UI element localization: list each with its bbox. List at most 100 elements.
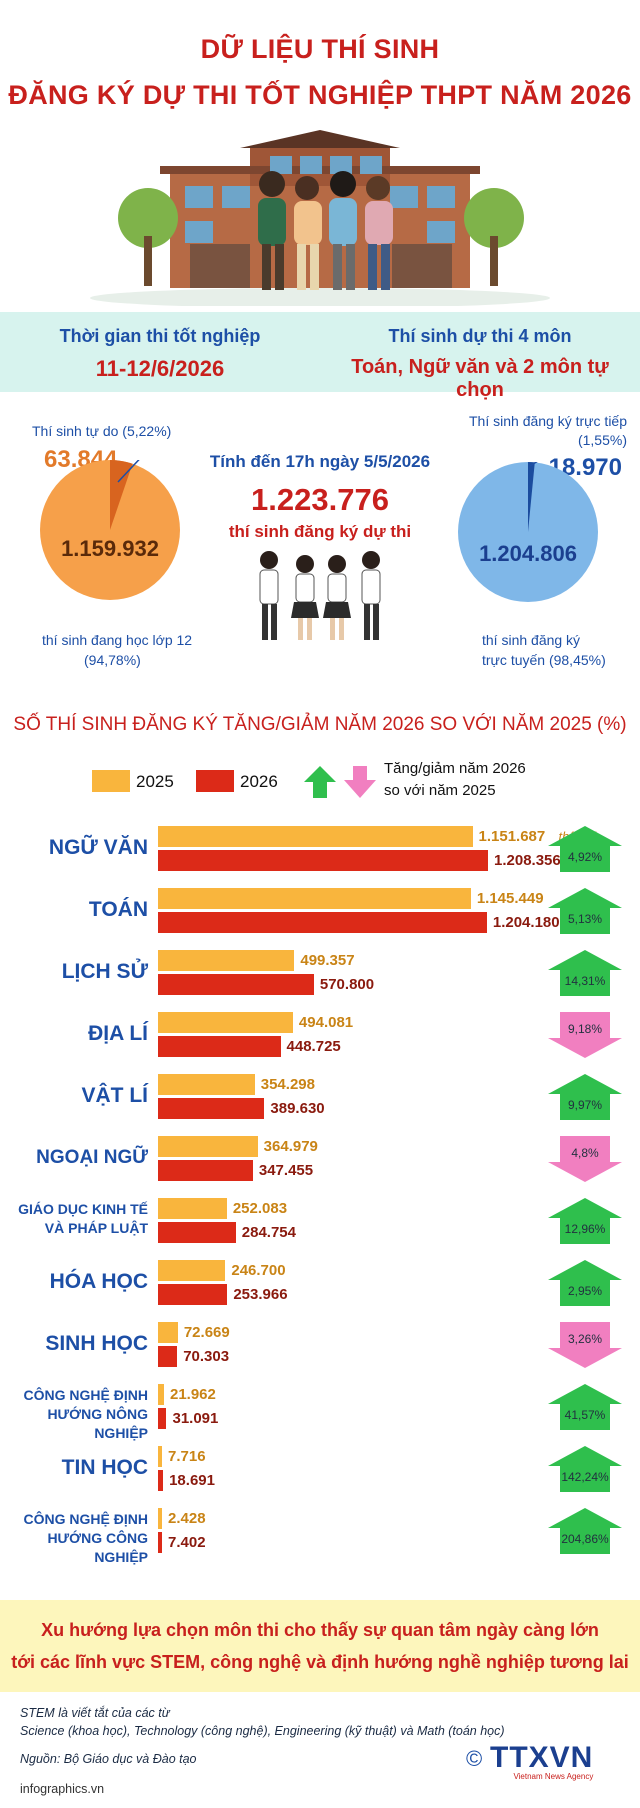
change-up-arrow-icon xyxy=(548,826,622,872)
bar-2026 xyxy=(158,912,487,933)
grade12-percent: (94,78%) xyxy=(84,652,141,668)
pie-right-slice-direct xyxy=(528,462,535,532)
legend-down-arrow-icon xyxy=(344,766,376,798)
total-candidates-label: thí sinh đăng ký dự thi xyxy=(228,522,412,541)
ttxvn-logo-subtitle: Vietnam News Agency xyxy=(513,1772,594,1781)
change-arrow-shape xyxy=(548,1384,622,1430)
value-label-2025: 354.298 xyxy=(260,1076,315,1093)
pie-chart-right xyxy=(458,462,598,602)
value-label-2026: 389.630 xyxy=(270,1100,325,1117)
ttxvn-logo-text: TTXVN xyxy=(490,1741,594,1774)
change-percent-label: 4,92% xyxy=(567,850,603,864)
subject-label-line: TOÁN xyxy=(88,898,148,921)
value-label-2025: 1.145.449 xyxy=(476,890,544,907)
change-percent-label: 3,26% xyxy=(567,1332,603,1346)
bar-2026 xyxy=(158,850,488,871)
subject-label: NGỮ VĂN xyxy=(6,836,148,860)
change-percent-label: 2,95% xyxy=(567,1284,603,1298)
subject-label-line: TIN HỌC xyxy=(61,1456,148,1479)
subject-label-line: HƯỚNG NÔNG NGHIỆP xyxy=(47,1406,148,1441)
bar-2026 xyxy=(158,1284,228,1305)
value-label-2026: 70.303 xyxy=(183,1348,230,1365)
source-note: Nguồn: Bộ Giáo dục và Đào tạo xyxy=(20,1752,197,1766)
bar-2025 xyxy=(158,1446,162,1467)
exam-subjects-label: Thí sinh dự thi 4 môn xyxy=(388,326,572,346)
change-percent-label: 12,96% xyxy=(564,1222,606,1236)
change-up-arrow-icon xyxy=(548,1074,622,1120)
change-percent-label: 14,31% xyxy=(564,974,606,988)
bar-2025 xyxy=(158,1260,226,1281)
legend-label-2026: 2026 xyxy=(240,772,278,791)
change-arrow-shape xyxy=(548,950,622,996)
value-label-2026: 31.091 xyxy=(172,1410,219,1427)
change-up-arrow-icon xyxy=(548,1260,622,1306)
bar-2025 xyxy=(158,1074,255,1095)
value-label-2026: 1.204.180 xyxy=(492,914,560,931)
bar-2026 xyxy=(158,1222,236,1243)
legend-change-line1: Tăng/giảm năm 2026 xyxy=(384,760,526,777)
bar-2025 xyxy=(158,1322,178,1343)
direct-registration-percent: (1,55%) xyxy=(577,432,627,448)
change-up-arrow-icon xyxy=(548,1508,622,1554)
online-registration-label: thí sinh đăng ký xyxy=(482,632,581,648)
value-label-2025: 364.979 xyxy=(263,1138,318,1155)
online-registration-percent: trực tuyến (98,45%) xyxy=(482,652,606,668)
subject-label: GIÁO DỤC KINH TẾ VÀ PHÁP LUẬT xyxy=(6,1200,148,1238)
legend-label-2025: 2025 xyxy=(136,772,174,791)
value-label-2025: 2.428 xyxy=(168,1510,206,1527)
subject-label-line: NGOẠI NGỮ xyxy=(36,1147,148,1168)
change-arrow-shape xyxy=(548,1074,622,1120)
online-registration-value: 1.204.806 xyxy=(479,541,577,566)
change-percent-label: 9,97% xyxy=(567,1098,603,1112)
value-label-2025: 494.081 xyxy=(298,1014,354,1031)
change-arrow-shape xyxy=(548,1322,622,1368)
value-label-2026: 7.402 xyxy=(168,1534,206,1551)
subject-label-line: CÔNG NGHỆ ĐỊNH xyxy=(23,1511,148,1527)
change-arrow-shape xyxy=(548,1012,622,1058)
legend-change-line2: so với năm 2025 xyxy=(384,782,496,799)
bar-2025 xyxy=(158,888,471,909)
change-percent-label: 142,24% xyxy=(561,1470,609,1484)
stem-note-line2: Science (khoa học), Technology (công ngh… xyxy=(20,1724,505,1738)
cutoff-date: Tính đến 17h ngày 5/5/2026 xyxy=(209,452,431,471)
bar-2026 xyxy=(158,1470,164,1491)
subject-label-line: HƯỚNG CÔNG NGHIỆP xyxy=(47,1530,148,1565)
grade12-candidates-value: 1.159.932 xyxy=(61,536,159,561)
subject-label-line: VÀ PHÁP LUẬT xyxy=(44,1220,148,1236)
page-title-line2: ĐĂNG KÝ DỰ THI TỐT NGHIỆP THPT NĂM 2026 xyxy=(8,80,632,110)
subject-label: HÓA HỌC xyxy=(6,1270,148,1294)
value-label-2025: 72.669 xyxy=(183,1324,230,1341)
bar-2026 xyxy=(158,1036,281,1057)
value-label-2026: 1.208.356 xyxy=(494,852,561,869)
ttxvn-logo: TTXVN Vietnam News Agency xyxy=(490,1741,594,1782)
subject-label-line: VẬT LÍ xyxy=(81,1084,149,1107)
change-arrow-shape xyxy=(548,1136,622,1182)
bar-2026 xyxy=(158,1160,253,1181)
unit-note: thí sinh xyxy=(558,829,601,844)
site-name: infographics.vn xyxy=(20,1782,105,1796)
bar-2026 xyxy=(158,974,314,995)
bar-2025 xyxy=(158,1012,293,1033)
subject-label: TIN HỌC xyxy=(6,1456,148,1480)
bar-2026 xyxy=(158,1532,162,1553)
direct-registration-label: Thí sinh đăng ký trực tiếp xyxy=(469,413,627,429)
subject-label-line: NGỮ VĂN xyxy=(48,836,148,859)
change-up-arrow-icon xyxy=(548,888,622,934)
legend-up-arrow-icon xyxy=(304,766,336,798)
conclusion-band: Xu hướng lựa chọn môn thi cho thấy sự qu… xyxy=(0,1600,640,1692)
subject-label-line: HÓA HỌC xyxy=(49,1270,148,1293)
change-arrow-shape xyxy=(548,1508,622,1554)
bar-2025 xyxy=(158,950,295,971)
subject-label: CÔNG NGHỆ ĐỊNH HƯỚNG NÔNG NGHIỆP xyxy=(6,1386,148,1443)
total-candidates: 1.223.776 xyxy=(251,482,389,517)
exam-time-label: Thời gian thi tốt nghiệp xyxy=(59,326,261,346)
pie-chart-left xyxy=(40,460,180,600)
subject-label: VẬT LÍ xyxy=(6,1084,149,1108)
free-candidates-label: Thí sinh tự do (5,22%) xyxy=(32,423,172,439)
bar-2025 xyxy=(158,1198,227,1219)
change-percent-label: 41,57% xyxy=(564,1408,606,1422)
value-label-2026: 284.754 xyxy=(241,1224,296,1241)
value-label-2026: 347.455 xyxy=(258,1162,314,1179)
change-down-arrow-icon xyxy=(548,1322,622,1368)
change-percent-label: 9,18% xyxy=(567,1022,603,1036)
